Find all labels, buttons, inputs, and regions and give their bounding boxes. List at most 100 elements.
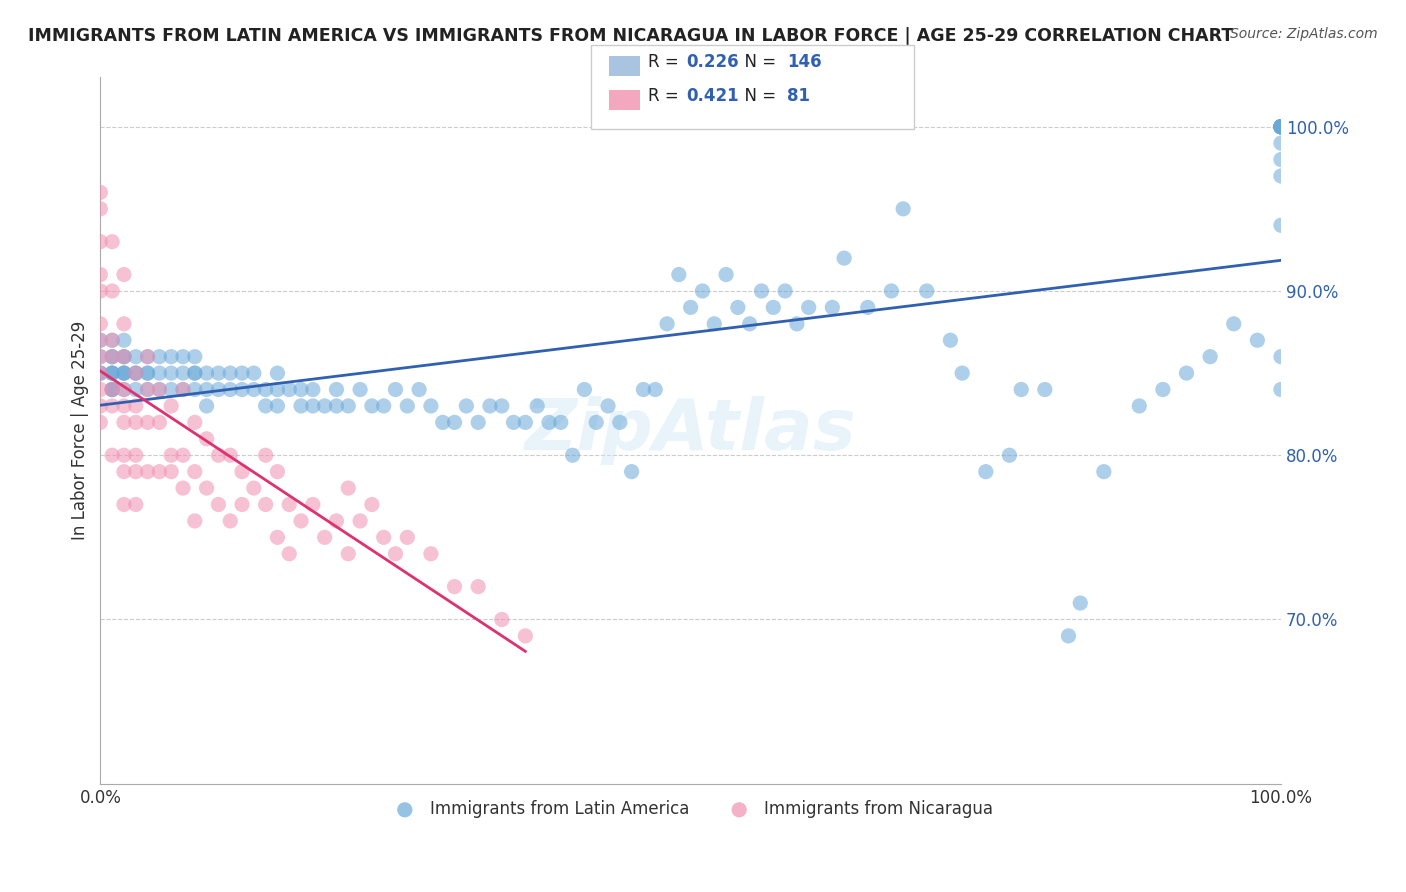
Point bbox=[112, 350, 135, 364]
Point bbox=[101, 350, 124, 364]
Point bbox=[456, 399, 478, 413]
Point bbox=[101, 235, 124, 249]
Point bbox=[1270, 383, 1292, 397]
Point bbox=[184, 383, 207, 397]
Point bbox=[1128, 399, 1150, 413]
Point bbox=[112, 416, 135, 430]
Point bbox=[314, 530, 336, 544]
Point bbox=[207, 383, 229, 397]
Point bbox=[172, 366, 194, 380]
Point bbox=[302, 383, 325, 397]
Point bbox=[419, 399, 441, 413]
Point bbox=[290, 399, 312, 413]
Point bbox=[1199, 350, 1222, 364]
Point bbox=[89, 317, 111, 331]
Point bbox=[112, 268, 135, 282]
Point bbox=[89, 333, 111, 347]
Point bbox=[821, 301, 844, 315]
Point bbox=[172, 383, 194, 397]
Point bbox=[443, 580, 465, 594]
Point bbox=[361, 498, 384, 512]
Point bbox=[467, 580, 489, 594]
Point bbox=[101, 333, 124, 347]
Point bbox=[1270, 120, 1292, 134]
Point bbox=[620, 465, 643, 479]
Point bbox=[998, 448, 1021, 462]
Point bbox=[443, 416, 465, 430]
Point bbox=[112, 465, 135, 479]
Point bbox=[337, 481, 360, 495]
Point bbox=[1270, 120, 1292, 134]
Point bbox=[184, 416, 207, 430]
Point bbox=[502, 416, 524, 430]
Point bbox=[337, 399, 360, 413]
Point bbox=[856, 301, 879, 315]
Point bbox=[136, 416, 159, 430]
Text: 0.421: 0.421 bbox=[686, 87, 738, 105]
Point bbox=[1270, 120, 1292, 134]
Legend: Immigrants from Latin America, Immigrants from Nicaragua: Immigrants from Latin America, Immigrant… bbox=[381, 794, 1000, 825]
Point bbox=[349, 383, 371, 397]
Point bbox=[361, 399, 384, 413]
Text: N =: N = bbox=[734, 87, 782, 105]
Point bbox=[1270, 120, 1292, 134]
Point bbox=[950, 366, 973, 380]
Point bbox=[112, 498, 135, 512]
Point bbox=[585, 416, 607, 430]
Point bbox=[125, 399, 148, 413]
Point bbox=[231, 366, 253, 380]
Point bbox=[219, 448, 242, 462]
Point bbox=[148, 383, 170, 397]
Point bbox=[915, 284, 938, 298]
Point bbox=[101, 399, 124, 413]
Point bbox=[89, 366, 111, 380]
Text: 0.226: 0.226 bbox=[686, 54, 738, 71]
Point bbox=[101, 448, 124, 462]
Point bbox=[373, 399, 395, 413]
Point bbox=[1270, 120, 1292, 134]
Point bbox=[278, 498, 301, 512]
Point bbox=[101, 383, 124, 397]
Point bbox=[1270, 169, 1292, 183]
Point bbox=[762, 301, 785, 315]
Point bbox=[1270, 120, 1292, 134]
Point bbox=[219, 366, 242, 380]
Point bbox=[136, 366, 159, 380]
Point bbox=[125, 465, 148, 479]
Point bbox=[254, 498, 277, 512]
Point bbox=[136, 383, 159, 397]
Y-axis label: In Labor Force | Age 25-29: In Labor Force | Age 25-29 bbox=[72, 321, 89, 541]
Point bbox=[596, 399, 619, 413]
Point bbox=[786, 317, 808, 331]
Point bbox=[537, 416, 560, 430]
Point bbox=[325, 514, 347, 528]
Point bbox=[668, 268, 690, 282]
Point bbox=[89, 399, 111, 413]
Point bbox=[266, 465, 288, 479]
Point bbox=[396, 530, 419, 544]
Point bbox=[478, 399, 501, 413]
Point bbox=[384, 383, 406, 397]
Point bbox=[550, 416, 572, 430]
Point bbox=[125, 416, 148, 430]
Point bbox=[419, 547, 441, 561]
Point bbox=[89, 383, 111, 397]
Point bbox=[136, 366, 159, 380]
Point bbox=[1092, 465, 1115, 479]
Point bbox=[136, 350, 159, 364]
Point bbox=[1270, 153, 1292, 167]
Point bbox=[1270, 120, 1292, 134]
Point bbox=[172, 448, 194, 462]
Point bbox=[1270, 120, 1292, 134]
Point bbox=[266, 530, 288, 544]
Point bbox=[101, 350, 124, 364]
Point bbox=[302, 498, 325, 512]
Point bbox=[207, 448, 229, 462]
Point bbox=[160, 350, 183, 364]
Point bbox=[148, 350, 170, 364]
Point bbox=[172, 383, 194, 397]
Point bbox=[738, 317, 761, 331]
Point bbox=[644, 383, 666, 397]
Point bbox=[290, 514, 312, 528]
Point bbox=[101, 383, 124, 397]
